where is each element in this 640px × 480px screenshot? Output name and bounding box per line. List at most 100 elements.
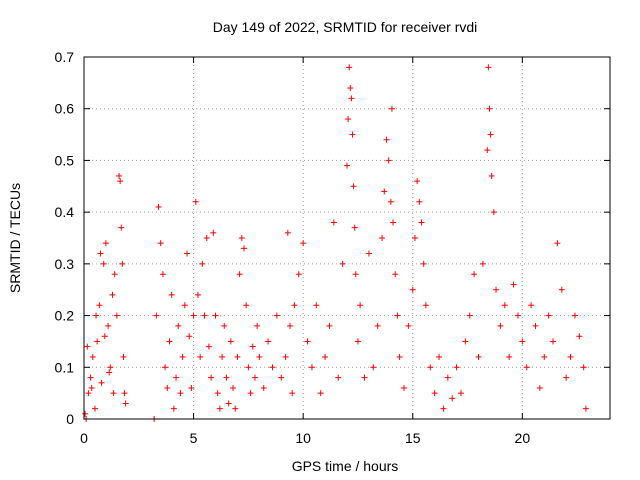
x-tick-label: 10 <box>295 430 311 446</box>
data-point <box>89 353 96 360</box>
data-point <box>105 322 112 329</box>
x-tick-label: 20 <box>515 430 531 446</box>
data-point <box>175 322 182 329</box>
data-point <box>365 250 372 257</box>
data-point <box>113 312 120 319</box>
data-point <box>208 374 215 381</box>
data-point <box>484 147 491 154</box>
data-point <box>550 338 557 345</box>
data-point <box>514 312 521 319</box>
data-point <box>186 333 193 340</box>
data-point <box>416 198 423 205</box>
data-point <box>93 312 100 319</box>
data-point <box>291 302 298 309</box>
y-tick-label: 0 <box>66 411 74 427</box>
x-tick-label: 15 <box>405 430 421 446</box>
data-point <box>576 333 583 340</box>
data-point <box>313 302 320 309</box>
data-point <box>475 353 482 360</box>
data-point <box>188 384 195 391</box>
x-tick-label: 5 <box>190 430 198 446</box>
y-axis-label: SRMTID / TECUs <box>7 183 23 293</box>
data-point <box>390 219 397 226</box>
data-point <box>119 260 126 267</box>
data-point <box>350 183 357 190</box>
data-point <box>181 302 188 309</box>
data-point <box>110 390 117 397</box>
data-point <box>510 281 517 288</box>
data-point <box>116 172 123 179</box>
tick-labels: 0 0.1 0.2 0.3 0.4 0.5 0.6 0.7 0 5 10 15 20 <box>55 49 531 446</box>
data-point <box>440 405 447 412</box>
chart-title: Day 149 of 2022, SRMTID for receiver rvd… <box>213 19 478 35</box>
plot-frame <box>83 56 611 420</box>
data-point <box>232 405 239 412</box>
data-point <box>155 203 162 210</box>
data-point <box>287 322 294 329</box>
data-point <box>164 384 171 391</box>
data-point <box>265 338 272 345</box>
data-point <box>545 312 552 319</box>
data-point <box>254 322 261 329</box>
data-point <box>383 136 390 143</box>
data-point <box>260 384 267 391</box>
data-point <box>84 343 91 350</box>
data-point <box>471 271 478 278</box>
data-points <box>82 64 589 422</box>
data-point <box>519 338 526 345</box>
data-point <box>558 286 565 293</box>
data-point <box>528 302 535 309</box>
data-point <box>488 172 495 179</box>
data-point <box>96 302 103 309</box>
data-point <box>405 322 412 329</box>
data-point <box>205 343 212 350</box>
data-point <box>243 302 250 309</box>
data-point <box>273 312 280 319</box>
data-point <box>326 322 333 329</box>
data-point <box>120 353 127 360</box>
data-point <box>431 390 438 397</box>
data-point <box>236 271 243 278</box>
data-point <box>278 374 285 381</box>
data-point <box>346 64 353 71</box>
data-point <box>159 271 166 278</box>
data-point <box>300 240 307 247</box>
data-point <box>466 312 473 319</box>
data-point <box>479 260 486 267</box>
data-point <box>238 235 245 241</box>
data-point <box>117 178 124 185</box>
y-tick-label: 0.7 <box>55 49 75 65</box>
data-point <box>418 219 425 226</box>
data-point <box>194 291 201 298</box>
data-point <box>157 240 164 247</box>
y-tick-label: 0.6 <box>55 101 75 117</box>
data-point <box>197 353 204 360</box>
data-point <box>457 390 464 397</box>
data-point <box>444 374 451 381</box>
data-point <box>111 271 118 278</box>
data-point <box>388 105 395 112</box>
data-point <box>571 312 578 319</box>
data-point <box>462 338 469 345</box>
data-point <box>223 374 230 381</box>
y-tick-label: 0.5 <box>55 152 75 168</box>
data-point <box>339 260 346 267</box>
data-point <box>85 390 92 397</box>
data-point <box>184 250 191 257</box>
data-point <box>221 322 228 329</box>
data-point <box>295 271 302 278</box>
data-point <box>582 405 589 412</box>
data-point <box>82 410 89 417</box>
data-point <box>284 229 291 236</box>
data-point <box>251 374 258 381</box>
data-point <box>497 322 504 329</box>
data-point <box>387 198 394 205</box>
y-tick-label: 0.3 <box>55 256 75 272</box>
data-point <box>348 95 355 102</box>
data-point <box>351 224 358 231</box>
data-point <box>554 240 561 247</box>
data-point <box>436 353 443 360</box>
data-point <box>541 353 548 360</box>
data-point <box>523 364 530 371</box>
data-point <box>230 384 237 391</box>
